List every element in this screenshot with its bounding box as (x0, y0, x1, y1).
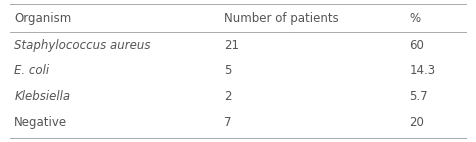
Text: E. coli: E. coli (14, 64, 50, 78)
Text: Negative: Negative (14, 116, 68, 129)
Text: 14.3: 14.3 (409, 64, 436, 78)
Text: %: % (409, 12, 420, 25)
Text: Number of patients: Number of patients (224, 12, 338, 25)
Text: 5: 5 (224, 64, 231, 78)
Text: 20: 20 (409, 116, 424, 129)
Text: 7: 7 (224, 116, 231, 129)
Text: 5.7: 5.7 (409, 90, 428, 103)
Text: Organism: Organism (14, 12, 71, 25)
Text: 60: 60 (409, 39, 424, 52)
Text: Klebsiella: Klebsiella (14, 90, 70, 103)
Text: 21: 21 (224, 39, 239, 52)
Text: 2: 2 (224, 90, 231, 103)
Text: Staphylococcus aureus: Staphylococcus aureus (14, 39, 151, 52)
